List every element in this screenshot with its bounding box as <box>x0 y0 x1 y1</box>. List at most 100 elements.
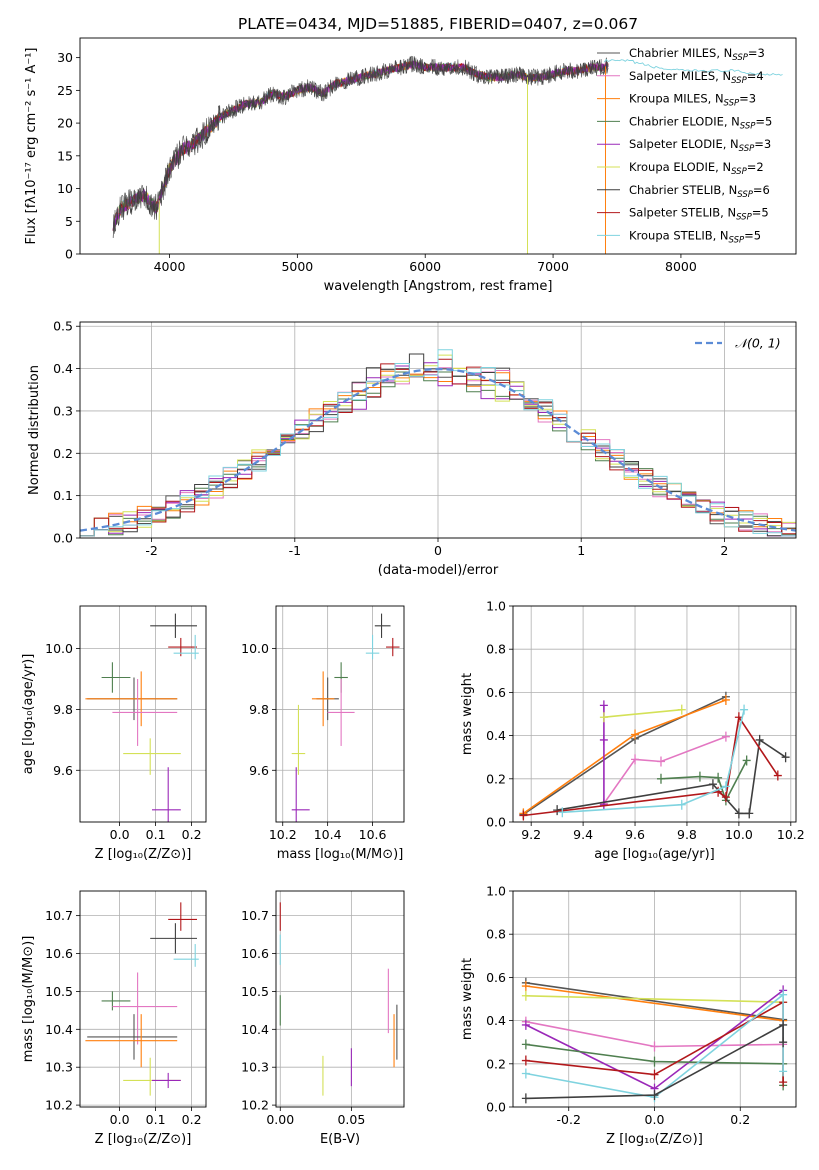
y-tick-label: 9.8 <box>249 702 269 717</box>
errorbar-point <box>85 671 178 727</box>
y-tick-label: 0.4 <box>486 1013 506 1028</box>
y-tick-label: 0.8 <box>486 927 506 942</box>
y-tick-label: 10.5 <box>45 984 73 999</box>
errorbar-point <box>311 671 335 727</box>
errorbar-point <box>173 634 199 660</box>
plot-area-age-vs-Z <box>85 613 199 822</box>
axes-frame <box>275 890 405 1108</box>
weight-series-line <box>522 699 727 815</box>
weight-marker <box>677 799 686 810</box>
legend: Chabrier MILES, NSSP=3 Salpeter MILES, NS… <box>597 46 772 245</box>
x-tick-label: 0.2 <box>182 827 202 842</box>
weight-marker <box>745 808 754 819</box>
errorbar-point <box>123 738 181 775</box>
weight-marker <box>779 1037 788 1048</box>
panel-mass-vs-EBV: 0.00 0.05 10.2 10.3 10.4 10.5 10.6 10.7 E(B-V) <box>241 890 405 1147</box>
x-tick-label: 4000 <box>154 259 186 274</box>
y-tick-label: 10.3 <box>241 1060 269 1075</box>
weight-marker <box>631 729 640 740</box>
x-axis-label: E(B-V) <box>320 1132 360 1147</box>
y-tick-label: 0.1 <box>53 488 73 503</box>
weight-marker <box>773 770 782 781</box>
weight-series-line <box>603 708 682 718</box>
spectrum-line <box>112 55 609 238</box>
plot-area-mass-vs-EBV <box>279 902 398 1096</box>
y-tick-label: 0.2 <box>53 446 73 461</box>
y-tick-label: 0 <box>65 247 73 262</box>
weight-marker <box>695 771 704 782</box>
x-tick-label: -0.2 <box>557 1112 581 1127</box>
y-tick-label: 10.4 <box>241 1022 269 1037</box>
histogram-step <box>80 349 796 537</box>
weight-marker <box>521 1055 530 1066</box>
errorbar-point <box>112 972 178 1045</box>
errorbar-point <box>150 923 197 954</box>
y-tick-label: 15 <box>57 148 73 163</box>
y-tick-label: 10.4 <box>45 1022 73 1037</box>
y-tick-label: 10.6 <box>45 946 73 961</box>
x-tick-label: -1 <box>289 543 301 558</box>
errorbar-point <box>152 767 181 822</box>
weight-marker <box>553 805 562 816</box>
x-axis-label: Z [log₁₀(Z/Z⊙)] <box>606 1132 703 1147</box>
weight-marker <box>721 694 730 705</box>
weight-series-line <box>525 1023 784 1100</box>
weight-series-line <box>525 995 784 1003</box>
y-tick-label: 0.2 <box>486 771 506 786</box>
x-tick-label: 6000 <box>409 259 441 274</box>
weight-series-line <box>562 709 745 814</box>
x-tick-label: 10.6 <box>359 827 387 842</box>
weight-series-line <box>525 985 784 1022</box>
y-tick-label: 10.5 <box>241 984 269 999</box>
weight-marker <box>721 731 730 742</box>
axes-frame <box>79 890 207 1108</box>
weight-marker <box>742 755 751 766</box>
weight-marker <box>650 1041 659 1052</box>
weight-marker <box>521 1039 530 1050</box>
weight-marker <box>721 792 730 803</box>
weight-marker <box>708 779 717 790</box>
plot-area-age-vs-mass <box>291 613 400 822</box>
y-axis-label: mass weight <box>460 958 475 1040</box>
weight-marker <box>734 808 743 819</box>
x-axis-label: Z [log₁₀(Z/Z⊙)] <box>95 847 192 862</box>
x-axis-label: Z [log₁₀(Z/Z⊙)] <box>95 1132 192 1147</box>
y-axis-label: mass [log₁₀(M/M⊙)] <box>21 936 36 1063</box>
x-tick-label: 10.0 <box>725 827 753 842</box>
axes-frame <box>512 605 797 823</box>
legend-label: Chabrier MILES, NSSP=3 <box>629 46 765 63</box>
panel-weight-vs-age: 9.2 9.4 9.6 9.8 10.0 10.2 0.0 0.2 0.4 0.6 0.8 1.0 ag… <box>460 599 805 863</box>
y-tick-label: 10.3 <box>45 1060 73 1075</box>
legend-label: Salpeter MILES, NSSP=4 <box>629 69 764 86</box>
x-tick-label: 0.00 <box>266 1112 294 1127</box>
legend-label: Chabrier ELODIE, NSSP=5 <box>629 114 772 131</box>
panel-spectrum: 4000 5000 6000 7000 8000 0 5 10 15 20 25 30 waveleng… <box>24 37 797 294</box>
y-tick-label: 10 <box>57 181 73 196</box>
y-tick-label: 0.4 <box>486 728 506 743</box>
y-tick-label: 0.3 <box>53 403 73 418</box>
legend-label: 𝒩(0, 1) <box>735 336 781 351</box>
legend-label: Kroupa MILES, NSSP=3 <box>629 92 756 109</box>
weight-marker <box>558 807 567 818</box>
weight-marker <box>650 1069 659 1080</box>
x-axis-label: age [log₁₀(age/yr)] <box>594 847 715 862</box>
weight-marker <box>779 1066 788 1077</box>
weight-marker <box>521 1068 530 1079</box>
gaussian-curve <box>80 367 796 532</box>
weight-marker <box>779 989 788 1000</box>
errorbar-point <box>291 767 310 822</box>
axes-frame <box>79 321 797 539</box>
plot-area-residuals <box>80 349 796 537</box>
x-tick-label: 8000 <box>665 259 697 274</box>
weight-marker <box>740 704 749 715</box>
weight-series-line <box>525 982 784 1021</box>
y-axis-label: Normed distribution <box>27 365 42 495</box>
weight-series-line <box>660 760 748 803</box>
weight-series-line <box>603 735 727 805</box>
x-tick-label: 10.2 <box>777 827 805 842</box>
x-tick-label: 0.0 <box>110 827 130 842</box>
errorbar-point <box>150 613 197 638</box>
x-tick-label: 9.4 <box>573 827 593 842</box>
legend-label: Chabrier STELIB, NSSP=6 <box>629 183 770 200</box>
x-tick-label: 0.0 <box>110 1112 130 1127</box>
